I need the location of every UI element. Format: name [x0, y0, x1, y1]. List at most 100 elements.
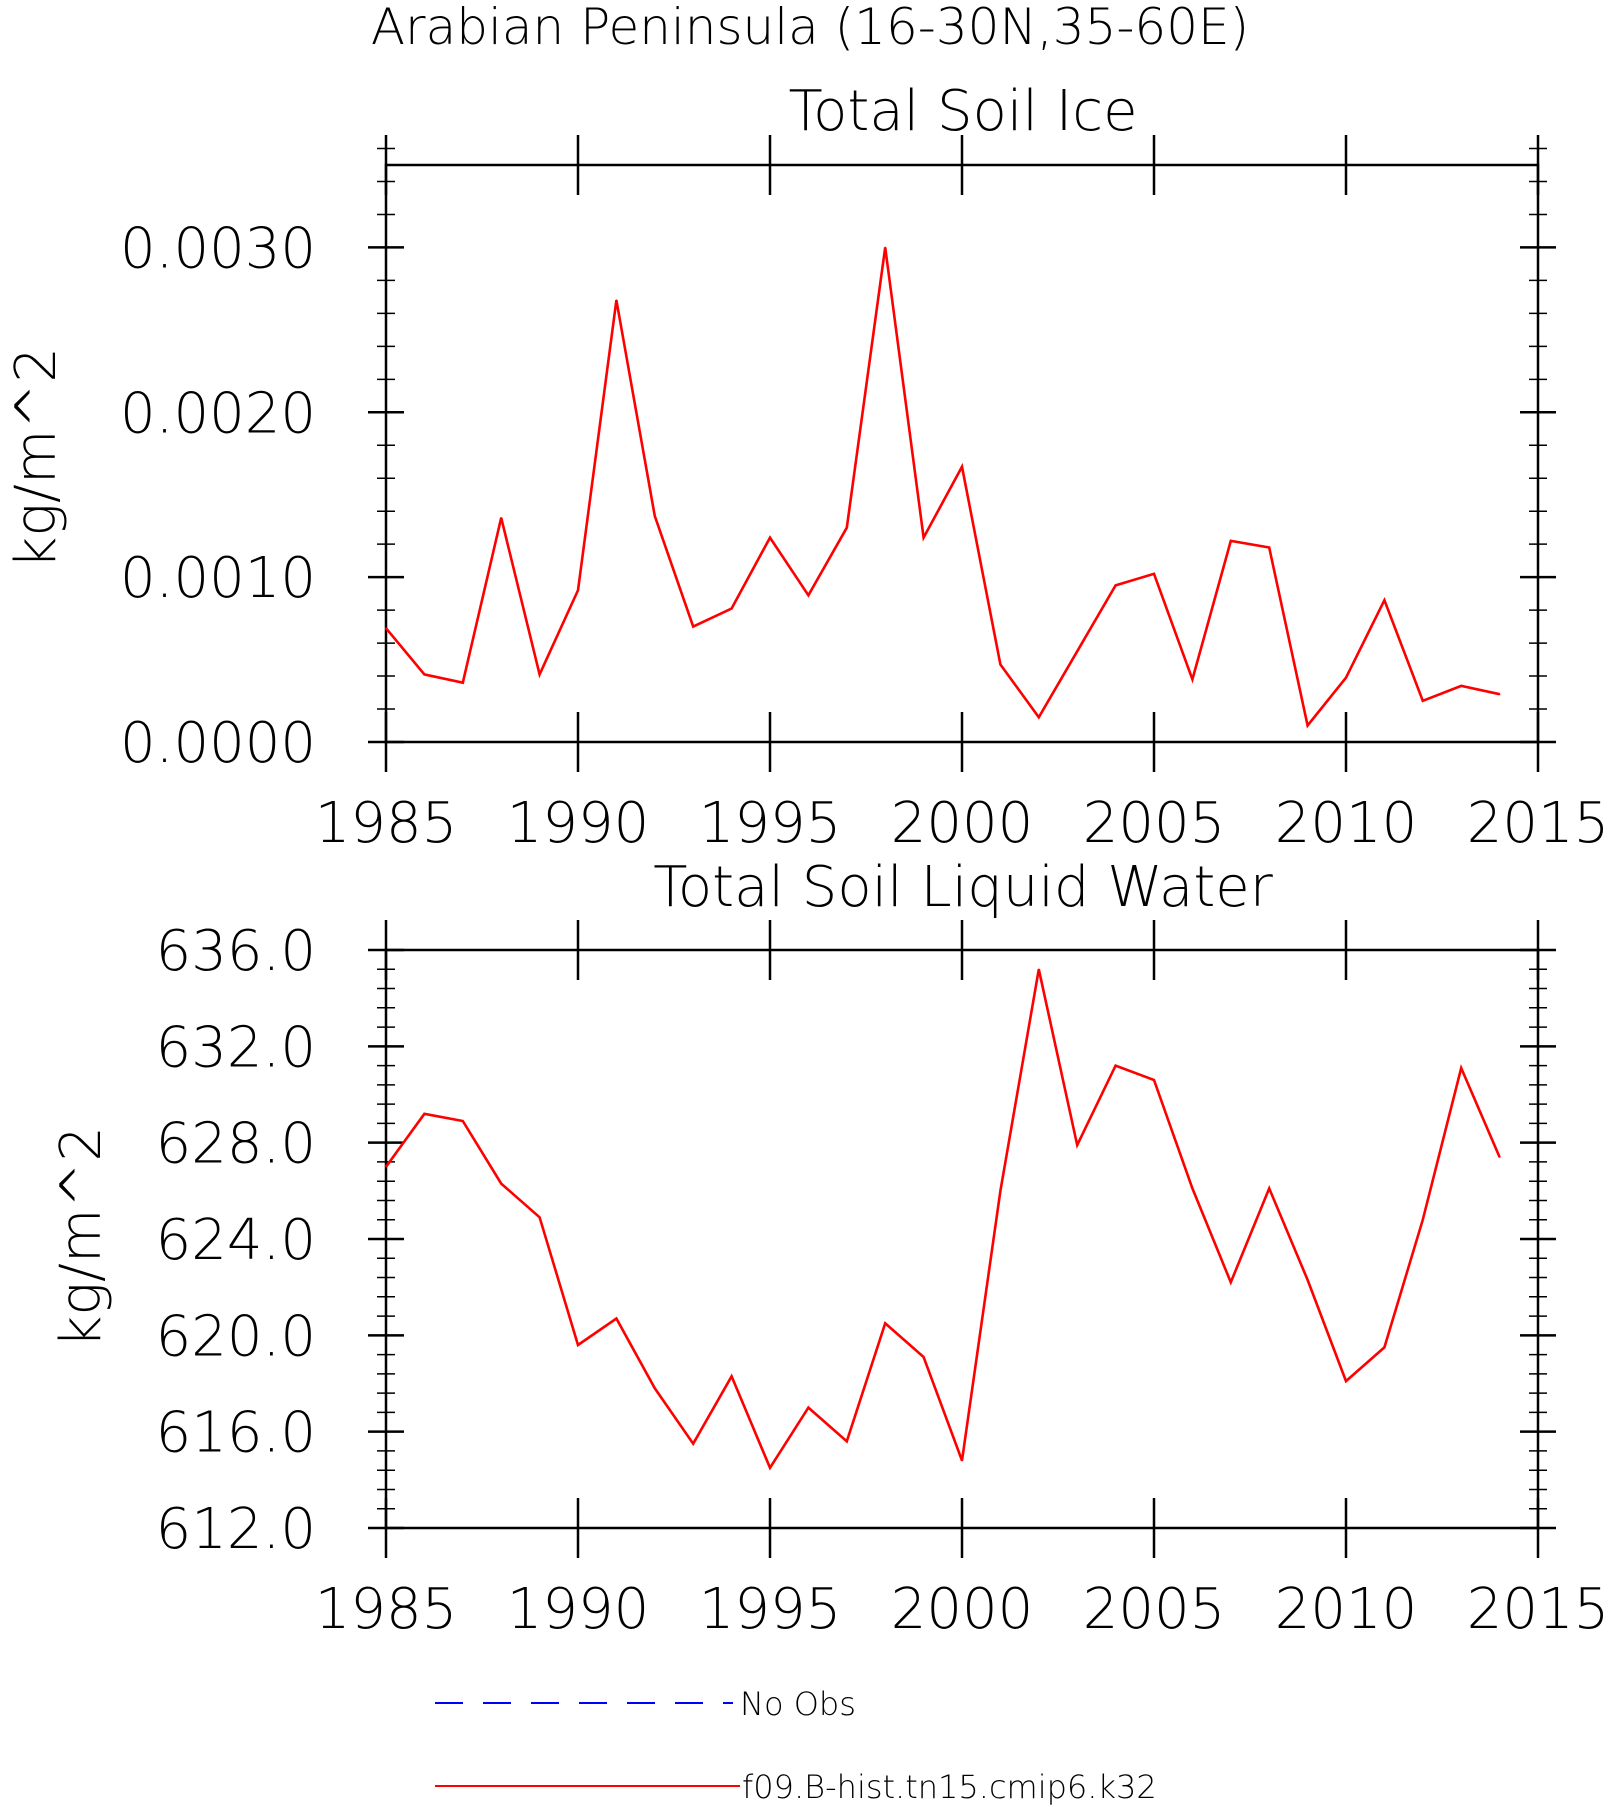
x-tick-label: 1985 [315, 791, 458, 856]
y-tick-label: 632.0 [156, 1015, 316, 1080]
data-point [922, 1356, 925, 1358]
data-point [769, 1466, 771, 1469]
data-point [1191, 678, 1194, 681]
data-point [1230, 1281, 1232, 1284]
x-tick-label: 2005 [1083, 791, 1226, 856]
chart-title-soil-liquid-water: Total Soil Liquid Water [653, 855, 1273, 920]
series-line-soil-liquid-water [384, 969, 1501, 1471]
data-point [462, 681, 464, 684]
data-point [654, 1387, 656, 1390]
data-point [961, 1459, 963, 1462]
data-point [846, 1440, 848, 1443]
data-point [1422, 1218, 1424, 1221]
data-point [692, 1442, 694, 1445]
data-point [385, 1165, 387, 1168]
data-point [615, 1317, 618, 1320]
x-tick-label: 2000 [891, 791, 1034, 856]
data-point [423, 1112, 426, 1115]
data-point [1191, 1187, 1194, 1190]
data-point [462, 1120, 464, 1122]
data-point [1038, 716, 1040, 719]
data-point [884, 1322, 886, 1325]
data-point [1076, 650, 1078, 653]
data-point [1153, 1079, 1155, 1081]
page-title: Arabian Peninsula (16-30N,35-60E) [371, 0, 1249, 56]
data-point [1498, 1156, 1501, 1158]
y-tick-label: 612.0 [156, 1497, 316, 1562]
x-tick-label: 1985 [315, 1577, 458, 1642]
data-point [1076, 1144, 1078, 1146]
data-point [500, 1182, 503, 1185]
data-point [730, 1375, 733, 1378]
data-point [1038, 968, 1040, 971]
data-point [500, 516, 503, 519]
y-tick-label: 0.0030 [120, 216, 316, 281]
legend-label-no-obs: No Obs [740, 1685, 856, 1723]
data-point [1268, 1187, 1270, 1190]
data-point [807, 594, 810, 597]
data-point [1460, 685, 1462, 687]
y-tick-label: 620.0 [156, 1304, 316, 1369]
data-point [1153, 573, 1155, 575]
y-axis-label-soil-liquid-water: kg/m^2 [49, 1126, 114, 1348]
data-point [385, 627, 387, 630]
data-point [922, 536, 925, 539]
data-point [1345, 676, 1347, 679]
data-point [807, 1406, 810, 1409]
data-point [1268, 546, 1270, 549]
y-tick-label: 628.0 [156, 1112, 316, 1177]
x-tick-label: 2015 [1467, 1577, 1610, 1642]
data-point [1460, 1067, 1462, 1069]
data-point [1383, 599, 1386, 602]
x-tick-label: 1995 [699, 791, 842, 856]
data-point [884, 246, 886, 249]
data-point [1498, 693, 1501, 695]
data-point [1230, 540, 1232, 542]
y-tick-label: 624.0 [156, 1208, 316, 1273]
y-tick-label: 636.0 [156, 919, 316, 984]
x-tick-label: 2015 [1467, 791, 1610, 856]
data-point [1345, 1380, 1347, 1382]
data-point [1114, 584, 1117, 587]
data-point [692, 625, 694, 628]
data-point [654, 515, 656, 517]
x-tick-label: 2010 [1275, 1577, 1418, 1642]
data-point [999, 1190, 1002, 1192]
y-tick-label: 616.0 [156, 1401, 316, 1466]
legend: No Obs f09.B-hist.tn15.cmip6.k32 [435, 1685, 1157, 1806]
data-point [423, 673, 426, 676]
data-point [538, 1216, 541, 1219]
chart-title-soil-ice: Total Soil Ice [788, 79, 1137, 144]
y-tick-label: 0.0010 [120, 546, 316, 611]
plot-frame [384, 948, 1540, 1530]
data-point [1114, 1064, 1117, 1067]
chart-panel-soil-liquid-water: Total Soil Liquid Water kg/m^2 612.0 616.… [49, 855, 1609, 1642]
data-point [730, 607, 733, 610]
x-tick-label: 2010 [1275, 791, 1418, 856]
x-tick-label: 2005 [1083, 1577, 1226, 1642]
y-tick-label: 0.0000 [120, 711, 316, 776]
x-tick-label: 1990 [507, 1577, 650, 1642]
data-point [1306, 1279, 1309, 1281]
data-point [577, 1344, 579, 1346]
x-tick-label: 1995 [699, 1577, 842, 1642]
y-tick-label: 0.0020 [120, 381, 316, 446]
x-tick-label: 1990 [507, 791, 650, 856]
data-point [1422, 699, 1424, 702]
y-axis-label-soil-ice: kg/m^2 [4, 347, 69, 569]
series-line-soil-ice [385, 247, 1500, 729]
plot-frame [384, 163, 1540, 744]
data-point [1306, 724, 1309, 727]
data-point [1383, 1346, 1386, 1349]
data-point [577, 589, 579, 592]
data-point [961, 465, 963, 468]
x-tick-label: 2000 [891, 1577, 1034, 1642]
data-point [846, 526, 848, 529]
data-point [999, 663, 1002, 666]
legend-label-model: f09.B-hist.tn15.cmip6.k32 [742, 1768, 1157, 1806]
data-point [769, 536, 771, 539]
data-point [538, 673, 541, 676]
data-point [615, 299, 618, 301]
chart-panel-soil-ice: Total Soil Ice kg/m^2 0.0000 0.0010 0.0020… [4, 79, 1609, 856]
